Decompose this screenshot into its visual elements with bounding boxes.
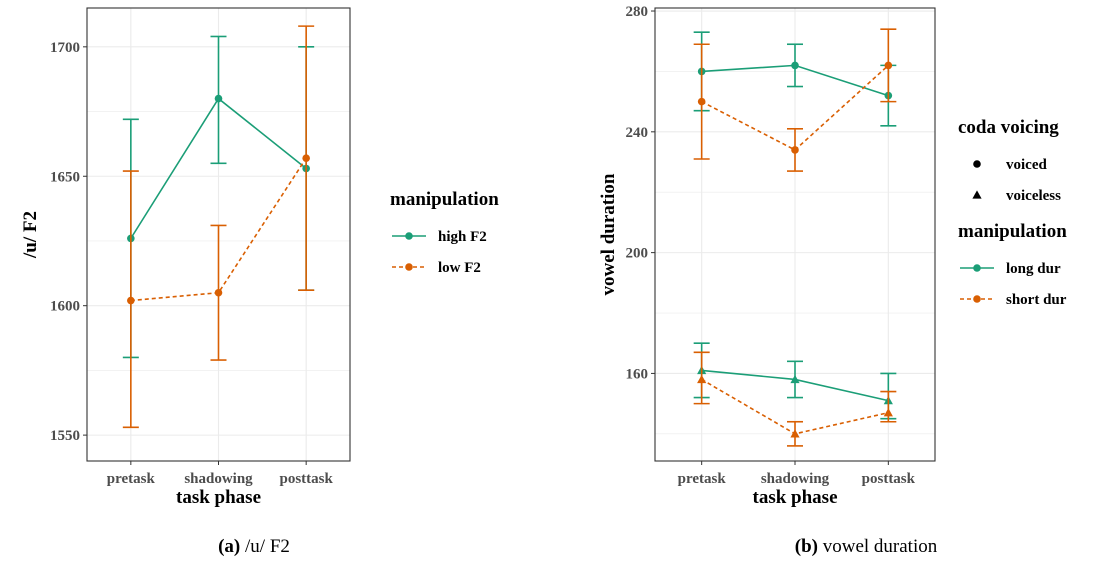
chart-2-legend-item-label: long dur bbox=[1006, 261, 1061, 277]
panel-a-u-f2: 1550 1600 1650 1700 pretask shadowing posttask… bbox=[20, 7, 499, 557]
chart-1-legend-item-label: high F2 bbox=[438, 229, 487, 245]
chart-2-y-tick-label: 280 bbox=[626, 4, 649, 20]
chart-1-y-tick-label: 1700 bbox=[50, 40, 80, 56]
chart-2-caption-label: (b) bbox=[795, 536, 818, 557]
chart-2-series-long-dur-voiceless-point bbox=[790, 374, 800, 384]
chart-1-legend-key-marker bbox=[405, 232, 413, 240]
chart-2-legend-key-marker bbox=[972, 190, 982, 199]
chart-1-series-layer bbox=[122, 25, 315, 429]
chart-1-series-low-f2-point bbox=[302, 154, 310, 162]
chart-2-series-short-dur-voiceless-point bbox=[790, 429, 800, 438]
chart-1-series-high-f2-point bbox=[214, 94, 223, 103]
chart-1-y-tick-label: 1600 bbox=[50, 299, 80, 315]
chart-1-legend: manipulation high F2 low F2 bbox=[390, 189, 499, 276]
chart-2-series-short-dur-voiced bbox=[693, 28, 897, 172]
chart-1-y-tick-label: 1650 bbox=[50, 169, 80, 185]
chart-1-y-tick-label: 1550 bbox=[50, 428, 80, 444]
chart-1-caption-text: /u/ F2 bbox=[240, 536, 290, 557]
chart-1-legend-key-marker bbox=[405, 263, 413, 271]
chart-2-series-short-dur-voiced-point bbox=[791, 146, 799, 154]
chart-1-legend-item-label: low F2 bbox=[438, 260, 481, 276]
chart-1-series-low-f2-point bbox=[127, 296, 135, 305]
chart-2-series-short-dur-voiceless bbox=[693, 351, 897, 447]
chart-1-x-tick-label: pretask bbox=[107, 471, 156, 487]
chart-2-legend-key-marker bbox=[973, 295, 981, 303]
chart-2-legend-key-marker bbox=[973, 264, 981, 272]
chart-2-legend-item-label: short dur bbox=[1006, 292, 1067, 308]
chart-1-x-tick-label: posttask bbox=[279, 471, 333, 487]
chart-1-x-tick-label: shadowing bbox=[184, 471, 253, 487]
chart-2-x-tick-label: posttask bbox=[862, 471, 916, 487]
chart-1-caption-label: (a) bbox=[218, 536, 240, 557]
chart-2-y-tick-label: 200 bbox=[626, 246, 649, 262]
chart-2-x-axis-title: task phase bbox=[753, 487, 838, 508]
chart-1-series-low-f2-line bbox=[130, 157, 307, 302]
chart-2-series-short-dur-voiced-point bbox=[884, 61, 893, 70]
chart-2-legend-title: coda voicing bbox=[958, 117, 1059, 138]
chart-2-series-long-dur-voiced-point bbox=[791, 61, 799, 70]
chart-2-x-tick-label: pretask bbox=[678, 471, 727, 487]
chart-2-y-tick-label: 160 bbox=[626, 366, 649, 382]
chart-2-x-tick-label: shadowing bbox=[761, 471, 830, 487]
chart-1-caption: (a) /u/ F2 bbox=[218, 536, 290, 557]
chart-2-legend-item-label: voiced bbox=[1006, 157, 1047, 173]
chart-2-caption: (b) vowel duration bbox=[795, 536, 938, 557]
chart-2-series-layer bbox=[693, 28, 897, 447]
chart-2-series-short-dur-voiceless-point bbox=[697, 374, 707, 384]
chart-2-caption-text: vowel duration bbox=[818, 536, 938, 557]
chart-1-series-low-f2 bbox=[122, 25, 315, 429]
chart-2-legend-title: manipulation bbox=[958, 221, 1067, 242]
panel-b-vowel-duration: 160 200 240 280 pretask shadowing posttask task… bbox=[598, 4, 1067, 557]
chart-2-y-axis-title: vowel duration bbox=[598, 173, 619, 295]
chart-1-legend-title: manipulation bbox=[390, 189, 499, 210]
chart-2-legend: coda voicing voiced voiceless manipulation l… bbox=[958, 117, 1067, 308]
chart-2-series-short-dur-voiceless-point bbox=[883, 408, 893, 417]
chart-1-series-low-f2-point bbox=[214, 288, 223, 297]
chart-1-y-axis-title: /u/ F2 bbox=[20, 211, 41, 259]
chart-2-y-tick-label: 240 bbox=[626, 125, 649, 141]
chart-2-legend-key-marker bbox=[973, 160, 981, 168]
chart-2-legend-item-label: voiceless bbox=[1006, 188, 1061, 204]
chart-1-x-axis-title: task phase bbox=[176, 487, 261, 508]
chart-2-series-short-dur-voiced-point bbox=[697, 97, 706, 106]
